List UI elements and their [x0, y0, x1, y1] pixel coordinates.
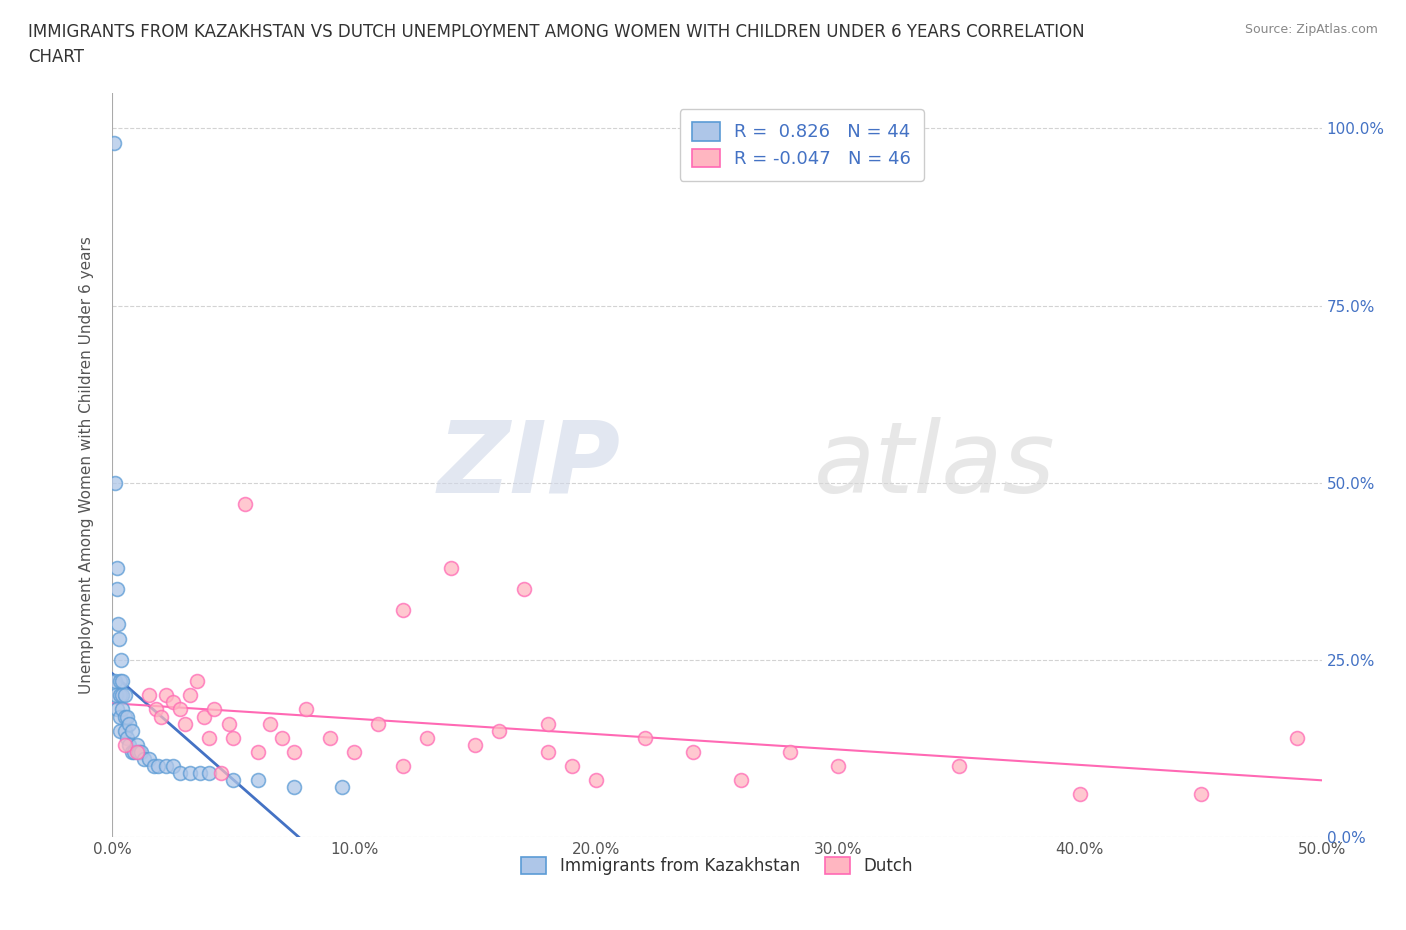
Point: [218, 716, 240, 731]
Point: [149, 709, 172, 724]
Point: [114, 709, 136, 724]
Point: [682, 745, 704, 760]
Point: [118, 737, 141, 752]
Point: [633, 730, 655, 745]
Point: [114, 688, 136, 703]
Point: [108, 724, 131, 738]
Point: [259, 716, 281, 731]
Point: [391, 759, 413, 774]
Point: [108, 709, 131, 724]
Point: [1189, 787, 1212, 802]
Point: [162, 695, 184, 710]
Point: [162, 759, 184, 774]
Point: [209, 765, 232, 780]
Point: [122, 745, 145, 760]
Point: [108, 688, 131, 703]
Point: [270, 730, 292, 745]
Point: [114, 724, 136, 738]
Point: [121, 724, 143, 738]
Point: [142, 759, 165, 774]
Point: [367, 716, 389, 731]
Point: [246, 745, 269, 760]
Text: IMMIGRANTS FROM KAZAKHSTAN VS DUTCH UNEMPLOYMENT AMONG WOMEN WITH CHILDREN UNDER: IMMIGRANTS FROM KAZAKHSTAN VS DUTCH UNEM…: [28, 23, 1085, 41]
Point: [222, 773, 245, 788]
Point: [148, 759, 170, 774]
Point: [585, 773, 607, 788]
Y-axis label: Unemployment Among Women with Children Under 6 years: Unemployment Among Women with Children U…: [79, 236, 94, 694]
Point: [125, 745, 148, 760]
Point: [779, 745, 801, 760]
Point: [537, 745, 560, 760]
Point: [105, 560, 128, 575]
Point: [105, 688, 128, 703]
Point: [169, 702, 191, 717]
Point: [145, 702, 167, 717]
Point: [391, 603, 413, 618]
Point: [169, 765, 191, 780]
Text: atlas: atlas: [814, 417, 1056, 513]
Point: [1286, 730, 1309, 745]
Point: [111, 673, 134, 688]
Point: [246, 773, 269, 788]
Point: [155, 759, 177, 774]
Point: [179, 688, 201, 703]
Point: [198, 730, 221, 745]
Point: [283, 745, 305, 760]
Point: [131, 745, 153, 760]
Point: [222, 730, 245, 745]
Point: [343, 745, 366, 760]
Point: [155, 688, 177, 703]
Point: [128, 745, 150, 760]
Point: [488, 724, 510, 738]
Point: [198, 765, 221, 780]
Point: [107, 631, 129, 646]
Point: [108, 673, 131, 688]
Point: [179, 765, 201, 780]
Point: [464, 737, 486, 752]
Point: [115, 730, 138, 745]
Legend: Immigrants from Kazakhstan, Dutch: Immigrants from Kazakhstan, Dutch: [508, 844, 927, 888]
Text: ZIP: ZIP: [437, 417, 620, 513]
Point: [118, 716, 141, 731]
Point: [827, 759, 849, 774]
Point: [186, 673, 208, 688]
Point: [111, 702, 134, 717]
Point: [235, 497, 257, 512]
Point: [125, 737, 148, 752]
Point: [107, 617, 129, 631]
Point: [295, 702, 318, 717]
Point: [730, 773, 752, 788]
Point: [948, 759, 970, 774]
Point: [104, 673, 127, 688]
Point: [283, 780, 305, 795]
Point: [512, 581, 534, 596]
Point: [174, 716, 197, 731]
Point: [561, 759, 583, 774]
Point: [121, 745, 143, 760]
Text: CHART: CHART: [28, 48, 84, 66]
Point: [104, 475, 127, 490]
Point: [319, 730, 342, 745]
Point: [138, 751, 160, 766]
Point: [1069, 787, 1091, 802]
Point: [193, 709, 215, 724]
Point: [111, 688, 134, 703]
Point: [110, 653, 132, 668]
Point: [416, 730, 439, 745]
Point: [537, 716, 560, 731]
Point: [330, 780, 353, 795]
Text: Source: ZipAtlas.com: Source: ZipAtlas.com: [1244, 23, 1378, 36]
Point: [440, 560, 463, 575]
Point: [202, 702, 225, 717]
Point: [188, 765, 211, 780]
Point: [132, 751, 155, 766]
Point: [115, 709, 138, 724]
Point: [138, 688, 160, 703]
Point: [105, 581, 128, 596]
Point: [105, 702, 128, 717]
Point: [103, 135, 125, 150]
Point: [114, 737, 136, 752]
